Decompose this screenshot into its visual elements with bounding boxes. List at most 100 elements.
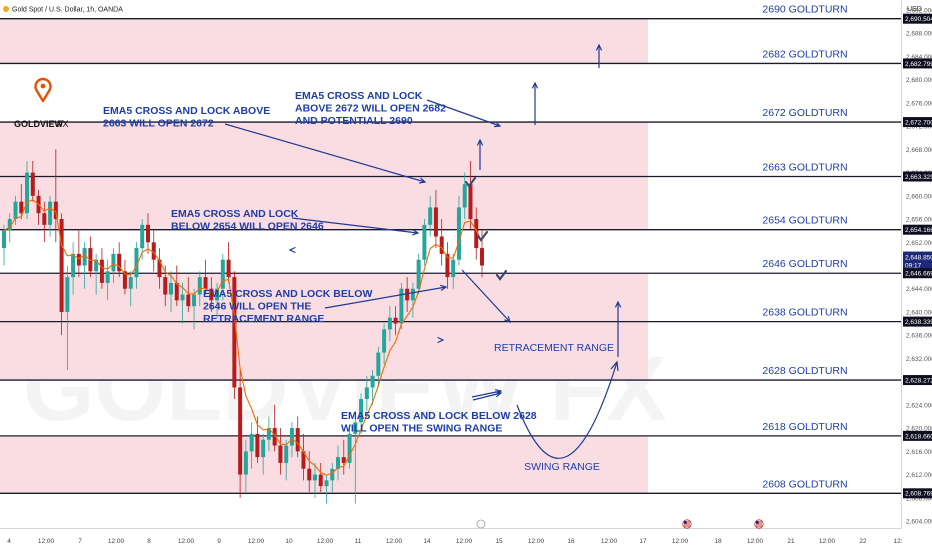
price-tag: 2,608.769 <box>903 488 932 499</box>
symbol-icon <box>3 6 9 12</box>
candle <box>266 416 271 452</box>
annotation-text: AND POTENTIALL 2690 <box>295 115 413 127</box>
time-tick-label: 8 <box>147 538 151 545</box>
candle <box>169 271 174 312</box>
price-tick-label: 2,656.000 <box>906 217 932 224</box>
candle <box>105 259 110 301</box>
price-tag-label: 2,608.769 <box>905 491 932 498</box>
arrow-icon <box>437 336 445 344</box>
candle <box>243 439 248 492</box>
candle <box>99 248 104 289</box>
candle <box>341 439 346 475</box>
price-tag: 2,690.504 <box>903 13 932 24</box>
price-tick-label: 2,692.000 <box>906 8 932 15</box>
logo-suffix: FX <box>57 119 69 129</box>
us-flag-event-icon[interactable] <box>754 519 764 529</box>
candle <box>347 428 352 469</box>
price-tag-label: 2,654.166 <box>905 227 932 234</box>
candle <box>445 242 450 289</box>
candle <box>382 323 387 365</box>
price-tag-label: 2,663.329 <box>905 174 932 181</box>
candle <box>318 462 323 492</box>
checkmark-icon <box>476 230 489 242</box>
price-tag-label: 2,682.799 <box>905 61 932 68</box>
candle <box>456 195 461 266</box>
time-tick-label: 12: <box>893 538 902 545</box>
arrow-icon <box>426 99 502 128</box>
us-flag-event-icon[interactable] <box>682 519 692 529</box>
current-price-label: 2,648.850 <box>905 255 932 262</box>
candle <box>278 428 283 475</box>
candle <box>42 201 47 243</box>
candle <box>215 282 220 318</box>
candle <box>82 242 87 289</box>
time-axis-panel[interactable] <box>0 528 902 550</box>
price-tag: 2,628.272 <box>903 375 932 386</box>
time-tick-label: 22 <box>859 538 867 545</box>
zones-layer <box>0 18 648 494</box>
candle <box>122 259 127 295</box>
candle <box>474 207 479 260</box>
candle <box>226 242 231 283</box>
price-tag-label: 2,628.272 <box>905 377 932 384</box>
annotation-text: WILL OPEN THE SWING RANGE <box>341 423 502 435</box>
annotation-text: EMA5 CROSS AND LOCK <box>295 90 423 102</box>
price-tick-label: 2,612.000 <box>906 472 932 479</box>
level-label: 2690 GOLDTURN <box>762 4 847 16</box>
candle <box>399 282 404 330</box>
candle <box>312 462 317 498</box>
annotation-text: EMA5 CROSS AND LOCK <box>171 208 299 220</box>
candle <box>336 445 341 481</box>
price-tick-label: 2,608.000 <box>906 495 932 502</box>
price-tick-label: 2,616.000 <box>906 449 932 456</box>
zone-band <box>0 321 648 381</box>
time-tick-label: 7 <box>78 538 82 545</box>
arrow-icon <box>288 246 296 254</box>
level-label: 2646 GOLDTURN <box>762 258 847 270</box>
swing-arc-arrow <box>516 360 619 459</box>
candle <box>387 306 392 341</box>
candle <box>249 422 254 469</box>
price-tick-label: 2,688.000 <box>906 31 932 38</box>
candle <box>428 195 433 237</box>
price-tag: 2,638.339 <box>903 316 932 327</box>
level-label: 2618 GOLDTURN <box>762 421 847 433</box>
candle <box>13 195 18 225</box>
arrow-icon <box>595 43 603 68</box>
time-tick-label: 12:00 <box>819 538 836 545</box>
candle <box>238 370 243 498</box>
candle <box>186 277 191 312</box>
annotation-text: EMA5 CROSS AND LOCK ABOVE <box>103 105 270 117</box>
time-tick-label: 15 <box>495 538 503 545</box>
candle <box>180 282 185 324</box>
candle <box>48 195 53 237</box>
arrow-icon <box>476 138 484 170</box>
price-tick-label: 2,640.000 <box>906 309 932 316</box>
candle <box>261 433 266 475</box>
candle <box>220 253 225 301</box>
dividend-icon[interactable] <box>476 519 486 529</box>
candle <box>30 160 35 202</box>
logo-wordmark: GOLDVIEW <box>14 119 64 129</box>
candle <box>7 213 12 243</box>
time-tick-label: 21 <box>787 538 795 545</box>
price-tag-label: 2,672.700 <box>905 119 932 126</box>
level-label: 2654 GOLDTURN <box>762 215 847 227</box>
annotation-text: 2663 WILL OPEN 2672 <box>103 118 214 130</box>
time-tick-label: 12:00 <box>528 538 545 545</box>
candle <box>76 230 81 278</box>
price-tick-label: 2,620.000 <box>906 426 932 433</box>
time-tick-label: 4 <box>7 538 11 545</box>
annotation-text: 2646 WILL OPEN THE <box>203 301 311 313</box>
price-tag: 2,663.329 <box>903 171 932 182</box>
time-tick-label: 12:00 <box>108 538 125 545</box>
price-tag-label: 2,638.339 <box>905 319 932 326</box>
candle <box>19 184 24 220</box>
price-tick-label: 2,624.000 <box>906 402 932 409</box>
range-label: RETRACEMENT RANGE <box>494 342 614 354</box>
price-tags: 2,690.504 2,682.799 2,672.700 2,663.329 2,65… <box>903 13 932 499</box>
level-label: 2672 GOLDTURN <box>762 107 847 119</box>
price-tick-label: 2,684.000 <box>906 54 932 61</box>
